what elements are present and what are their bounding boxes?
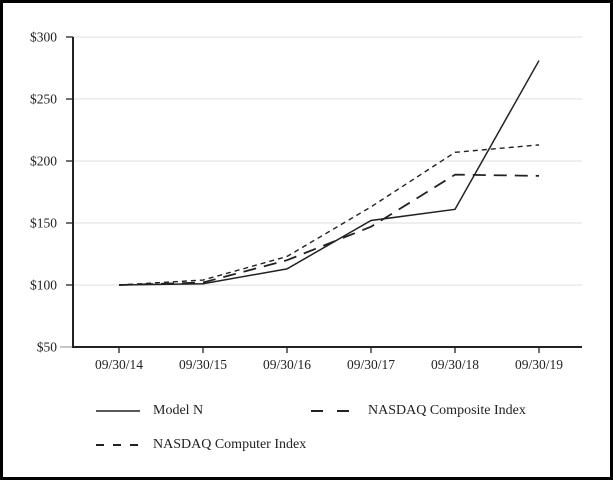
legend-label-nasdaq-composite: NASDAQ Composite Index [368,403,526,418]
legend-item-nasdaq-computer: NASDAQ Computer Index [95,437,306,453]
y-axis-label: $150 [30,216,57,231]
y-axis-label: $300 [30,30,57,45]
series-line-solid [118,60,540,286]
x-axis-label: 09/30/14 [95,357,143,372]
x-axis-label: 09/30/15 [179,357,227,372]
y-axis-label: $100 [30,278,57,293]
performance-chart: $300 $250 $200 $150 $100 $50 09/30/14 09/30/15 0… [30,30,582,372]
y-axis-label: $50 [37,340,58,355]
y-axis-label: $250 [30,92,57,107]
y-axis-label: $200 [30,154,57,169]
x-axis-label: 09/30/18 [431,357,479,372]
long-dash-line-swatch [311,410,355,412]
series-line-long-dash [118,173,540,286]
short-dash-line-swatch [96,444,140,446]
legend-item-model-n: Model N [95,403,203,419]
legend-label-model-n: Model N [153,403,204,418]
legend-item-nasdaq-composite: NASDAQ Composite Index [310,403,526,419]
legend-label-nasdaq-computer: NASDAQ Computer Index [153,437,307,452]
solid-line-swatch [96,410,140,412]
series-line-short-dash [118,144,540,286]
x-axis-label: 09/30/19 [515,357,563,372]
x-axis-label: 09/30/16 [263,357,311,372]
x-axis-label: 09/30/17 [347,357,395,372]
